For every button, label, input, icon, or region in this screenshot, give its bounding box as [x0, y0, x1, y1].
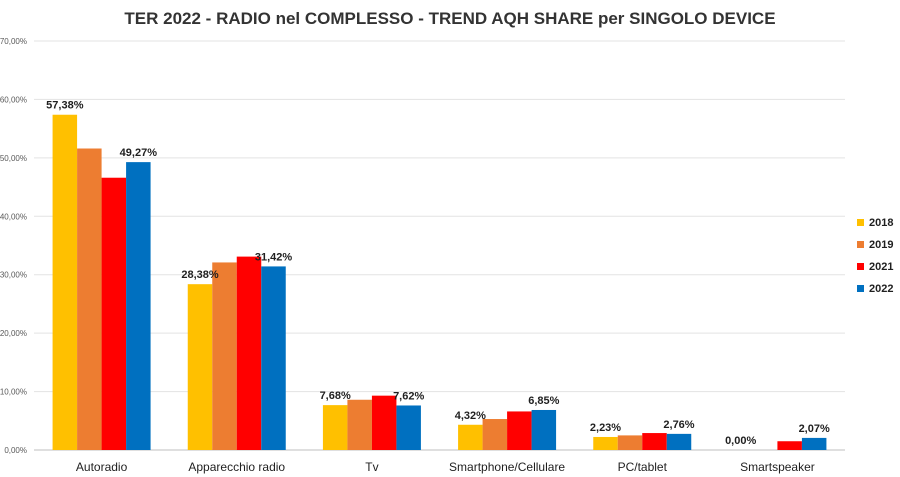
data-label: 2,76%: [663, 419, 694, 431]
data-label: 49,27%: [120, 147, 158, 159]
x-tick-label: PC/tablet: [618, 460, 668, 474]
x-tick-label: Apparecchio radio: [188, 460, 285, 474]
bar-2019: [212, 262, 237, 450]
bar-2021: [101, 177, 127, 451]
data-label: 4,32%: [455, 410, 486, 422]
bar-2018: [458, 424, 483, 450]
y-tick-label: 40,00%: [0, 212, 27, 221]
y-tick-label: 20,00%: [0, 329, 27, 338]
y-tick-label: 10,00%: [0, 388, 27, 397]
bar-2021: [777, 441, 802, 450]
bar-2019: [617, 435, 643, 450]
x-tick-label: Smartspeaker: [740, 460, 815, 474]
data-label: 2,23%: [590, 422, 621, 434]
bar-2022: [531, 409, 557, 450]
bar-2022: [801, 437, 827, 450]
data-label: 6,85%: [528, 395, 559, 407]
legend-swatch: [857, 219, 864, 226]
bar-2018: [322, 405, 348, 450]
y-tick-label: 70,00%: [0, 37, 27, 46]
data-labels: 57,38% 49,27% 28,38% 31,42% 7,68% 7,62% 4,32% 6…: [46, 100, 830, 447]
data-label: 57,38%: [46, 100, 84, 112]
legend: 2018 2019 2021 2022: [857, 217, 893, 295]
y-tick-label: 30,00%: [0, 271, 27, 280]
data-label: 28,38%: [181, 269, 219, 281]
bar-2021: [507, 411, 532, 450]
bar-2022: [666, 433, 692, 450]
bar-2022: [126, 162, 151, 450]
chart-title: TER 2022 - RADIO nel COMPLESSO - TREND A…: [124, 9, 775, 28]
x-axis: Autoradio Apparecchio radio Tv Smartphone/C…: [76, 460, 815, 474]
x-tick-label: Tv: [365, 460, 378, 474]
legend-label: 2021: [869, 261, 893, 273]
data-label: 0,00%: [725, 435, 756, 447]
y-tick-label: 60,00%: [0, 95, 27, 104]
bar-2019: [482, 419, 508, 450]
bar-2019: [77, 148, 102, 450]
legend-label: 2022: [869, 283, 893, 295]
bar-2021: [236, 256, 262, 450]
bar-2022: [261, 266, 286, 450]
y-tick-label: 50,00%: [0, 154, 27, 163]
bar-2022: [396, 405, 421, 450]
y-tick-label: 0,00%: [4, 446, 27, 455]
legend-label: 2018: [869, 217, 893, 229]
legend-swatch: [857, 285, 864, 292]
bar-2018: [52, 114, 78, 451]
gridlines: 0,00% 10,00% 20,00% 30,00% 40,00% 50,00% 60,00…: [0, 37, 845, 455]
legend-swatch: [857, 263, 864, 270]
data-label: 31,42%: [255, 251, 293, 263]
x-tick-label: Smartphone/Cellulare: [449, 460, 565, 474]
legend-label: 2019: [869, 239, 893, 251]
bar-2019: [347, 399, 372, 450]
data-label: 2,07%: [799, 423, 830, 435]
bar-2021: [642, 433, 667, 450]
bar-2021: [371, 395, 397, 450]
bars: [52, 114, 827, 451]
bar-2018: [593, 436, 618, 450]
bar-2018: [187, 284, 213, 450]
legend-swatch: [857, 241, 864, 248]
data-label: 7,62%: [393, 390, 424, 402]
x-tick-label: Autoradio: [76, 460, 128, 474]
data-label: 7,68%: [320, 390, 351, 402]
